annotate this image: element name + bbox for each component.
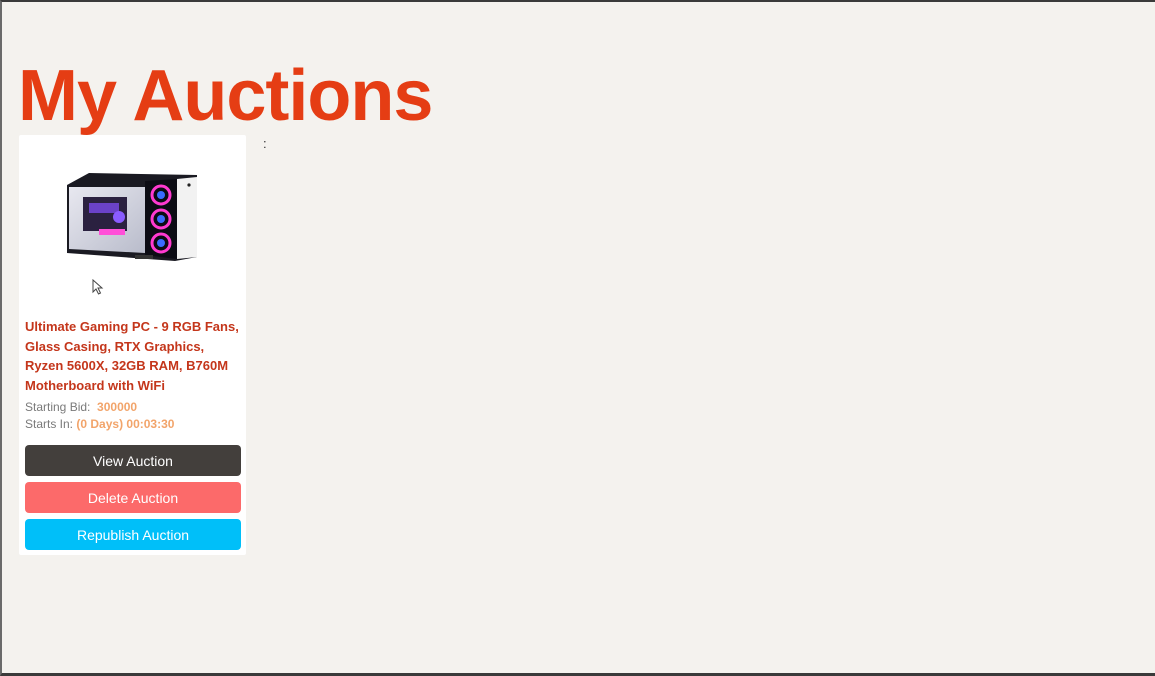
gaming-pc-image — [67, 173, 197, 261]
starting-bid: Starting Bid: 300000 — [25, 400, 137, 414]
page-title: My Auctions — [18, 56, 433, 136]
starts-in-value: (0 Days) 00:03:30 — [76, 417, 175, 431]
auction-title[interactable]: Ultimate Gaming PC - 9 RGB Fans, Glass C… — [25, 319, 239, 393]
starting-bid-value: 300000 — [97, 400, 138, 414]
delete-auction-button[interactable]: Delete Auction — [25, 482, 241, 513]
auction-card: Ultimate Gaming PC - 9 RGB Fans, Glass C… — [19, 135, 246, 555]
mouse-cursor-icon — [92, 279, 104, 295]
starts-in-label: Starts In: — [25, 417, 74, 431]
starts-in: Starts In: (0 Days) 00:03:30 — [25, 417, 174, 431]
starting-bid-label: Starting Bid: — [25, 400, 91, 414]
separator-text: : — [263, 136, 267, 151]
republish-auction-button[interactable]: Republish Auction — [25, 519, 241, 550]
view-auction-button[interactable]: View Auction — [25, 445, 241, 476]
